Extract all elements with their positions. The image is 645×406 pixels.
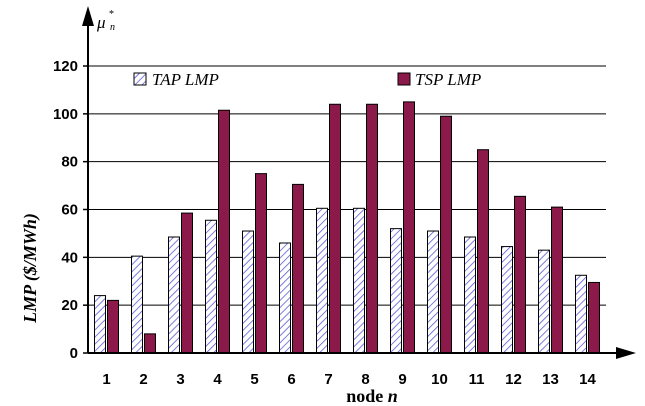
x-tick-label: 14 — [579, 371, 596, 388]
x-axis-label: node n — [346, 386, 398, 406]
x-tick-label: 7 — [324, 371, 332, 388]
bars — [94, 101, 600, 354]
bar-tap-lmp — [538, 249, 550, 354]
bar-tsp-lmp — [403, 101, 415, 354]
y-axis-symbol-sub: n — [110, 22, 115, 33]
x-axis-label-text: node — [346, 386, 388, 406]
x-tick-label: 10 — [431, 371, 448, 388]
x-tick-label: 8 — [361, 371, 369, 388]
bar-tap-lmp — [427, 230, 439, 354]
bar-tap-lmp — [501, 246, 513, 354]
y-tick-label: 20 — [61, 297, 78, 314]
bar-tsp-lmp — [514, 195, 526, 354]
x-tick-label: 4 — [213, 371, 222, 388]
x-tick-label: 9 — [398, 371, 406, 388]
x-tick-label: 6 — [287, 371, 295, 388]
bar-tap-lmp — [316, 207, 328, 354]
bar-tap-lmp — [279, 242, 291, 354]
y-axis-symbol-base: μ — [96, 13, 106, 32]
gridlines — [88, 65, 606, 306]
x-tick-label: 13 — [542, 371, 559, 388]
bar-tap-lmp — [464, 236, 476, 354]
bar-tap-lmp — [131, 255, 143, 354]
bar-tsp-lmp — [477, 149, 489, 354]
y-axis-symbol-sup: * — [109, 9, 114, 20]
bar-tsp-lmp — [255, 173, 267, 354]
bar-tsp-lmp — [218, 109, 230, 354]
bar-tsp-lmp — [551, 206, 563, 354]
bar-tsp-lmp — [366, 103, 378, 354]
x-tick-label: 2 — [139, 371, 147, 388]
legend: TAP LMP TSP LMP — [133, 70, 481, 89]
legend-swatch-tsp — [397, 72, 411, 86]
bar-tsp-lmp — [440, 115, 452, 354]
bar-tsp-lmp — [181, 212, 193, 354]
y-tick-labels: 0 20 40 60 80 100 120 — [53, 58, 88, 362]
bar-tsp-lmp — [329, 103, 341, 354]
bar-tap-lmp — [390, 228, 402, 354]
y-tick-label: 100 — [53, 106, 78, 123]
x-axis-arrow — [616, 347, 636, 359]
y-tick-label: 60 — [61, 202, 78, 219]
bar-tap-lmp — [205, 219, 217, 354]
y-tick-label: 0 — [70, 345, 78, 362]
bar-tsp-lmp — [292, 183, 304, 354]
bar-tap-lmp — [94, 295, 106, 354]
legend-label-tap: TAP LMP — [152, 70, 219, 89]
x-axis-label-var: n — [388, 386, 398, 406]
y-axis-label: LMP ($/MWh) — [20, 213, 41, 324]
y-tick-label: 120 — [53, 58, 78, 75]
bar-tap-lmp — [575, 274, 587, 354]
x-tick-label: 12 — [505, 371, 522, 388]
y-tick-label: 40 — [61, 249, 78, 266]
bar-tsp-lmp — [144, 333, 156, 354]
bar-tsp-lmp — [588, 281, 600, 354]
x-tick-label: 1 — [102, 371, 110, 388]
legend-swatch-tap — [133, 72, 147, 86]
y-tick-label: 80 — [61, 154, 78, 171]
bar-tap-lmp — [242, 230, 254, 354]
x-tick-label: 11 — [469, 371, 485, 388]
y-axis-arrow — [82, 6, 94, 26]
bar-tsp-lmp — [107, 299, 119, 354]
bar-tap-lmp — [353, 207, 365, 354]
x-tick-labels: 1 2 3 4 5 6 7 8 9 10 11 12 13 14 — [102, 371, 596, 388]
x-tick-label: 3 — [176, 371, 184, 388]
legend-label-tsp: TSP LMP — [415, 70, 481, 89]
axes — [82, 6, 636, 359]
y-axis-symbol: μ * n — [96, 9, 115, 33]
bar-tap-lmp — [168, 236, 180, 354]
x-tick-label: 5 — [250, 371, 258, 388]
